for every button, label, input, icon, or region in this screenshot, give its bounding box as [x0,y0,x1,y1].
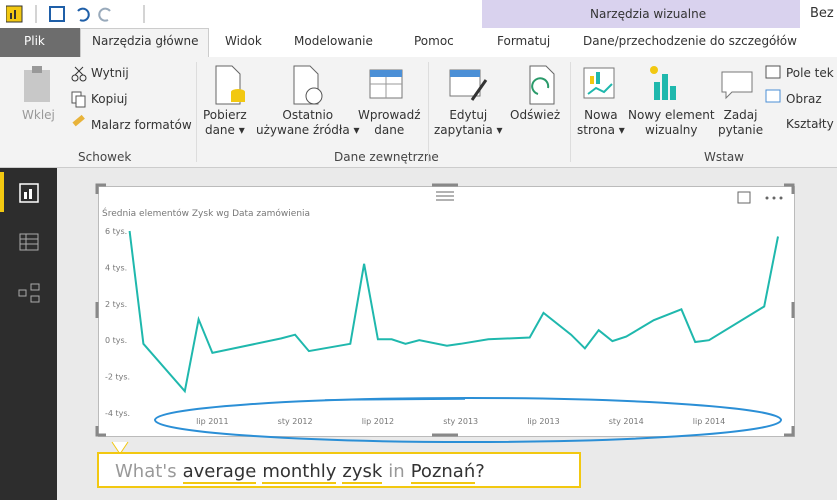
group-label: Wstaw [704,150,744,164]
qa-token: in [388,461,405,482]
text: Nowy element [628,108,715,122]
button-label[interactable]: Odśwież [510,108,561,122]
tab[interactable]: Formatuj [497,34,551,48]
tab[interactable]: Plik [24,34,45,48]
button-label[interactable]: Edytuj zapytania ▾ [434,108,503,137]
text: Wprowadź [358,108,421,122]
clipboard-icons [71,66,87,127]
visual-header [436,191,783,204]
file-tab-bg [0,28,80,57]
qa-input[interactable]: What's average monthly zysk in Poznań? [97,452,581,488]
x-tick-label: lip 2013 [527,417,559,426]
text: Edytuj [449,108,488,122]
y-tick-label: -4 tys. [105,409,130,418]
tab[interactable]: Narzędzia główne [92,34,199,48]
sidebar [0,168,57,500]
text: używane źródła [256,123,350,137]
separator [428,62,429,162]
annotation-ellipse [154,397,782,443]
button-label[interactable]: Zadaj pytanie [718,108,763,138]
text: Zadaj [723,108,758,122]
y-tick-label: 2 tys. [105,300,127,309]
chart-title: Średnia elementów Zysk wg Data zamówieni… [102,207,310,219]
visual-frame [95,183,795,437]
tab[interactable]: Pomoc [414,34,454,48]
text: Ostatnio [282,108,334,122]
text: wizualny [645,123,698,137]
qa-token: What's [115,461,177,482]
ribbon [0,57,837,168]
button-label[interactable]: Malarz formatów [91,118,192,132]
separator [196,62,197,162]
x-tick-label: sty 2014 [609,417,644,426]
view-icons[interactable] [18,182,42,312]
x-tick-label: sty 2012 [278,417,313,426]
data-icons [215,65,555,105]
context-title: Narzędzia wizualne [590,7,707,21]
button-label[interactable]: Pobierz dane ▾ [203,108,247,137]
text: zapytania [434,123,493,137]
button-label[interactable]: Nowy element wizualny [628,108,715,138]
active-indicator [0,172,4,212]
y-tick-label: 0 tys. [105,336,127,345]
button-label[interactable]: Wklej [22,108,55,122]
button-label[interactable]: Wytnij [91,66,129,80]
series-line [128,230,779,394]
x-tick-label: lip 2014 [693,417,725,426]
button-label[interactable]: Obraz [786,92,822,106]
separator [570,62,571,162]
button-label[interactable]: Kopiuj [91,92,128,106]
y-tick-label: -2 tys. [105,373,130,382]
qa-token: ? [475,461,485,482]
text: dane [374,123,405,137]
y-tick-label: 6 tys. [105,227,127,236]
tab[interactable]: Modelowanie [294,34,373,48]
active-tab-bg [80,28,209,58]
group-label: Dane zewnętrzne [334,150,439,164]
button-label[interactable]: Wprowadź dane [358,108,421,138]
y-tick-label: 4 tys. [105,263,127,272]
quick-access [6,5,145,23]
tab[interactable]: Dane/przechodzenie do szczegółów [583,34,797,48]
qa-token: Poznań [410,461,476,484]
text: dane [204,123,235,137]
context-band [482,0,800,28]
button-label[interactable]: Ostatnio używane źródła ▾ [256,108,360,137]
text: Pobierz [203,108,247,122]
text: pytanie [718,123,764,137]
text: strona [577,123,615,137]
button-label[interactable]: Nowa strona ▾ [577,108,625,137]
x-tick-label: sty 2013 [443,417,478,426]
button-label[interactable]: Kształty [786,117,834,131]
qa-token: average [182,461,257,484]
paste-icon [24,66,50,102]
text: Nowa [584,108,618,122]
doc-title: Bez [810,6,834,21]
button-label[interactable]: Pole tek [786,66,834,80]
group-label: Schowek [78,150,132,164]
x-tick-label: lip 2012 [362,417,394,426]
x-tick-label: lip 2011 [196,417,228,426]
insert-icons [583,65,781,103]
qa-token: zysk [342,461,383,484]
tab[interactable]: Widok [225,34,262,48]
qa-token: monthly [262,461,337,484]
